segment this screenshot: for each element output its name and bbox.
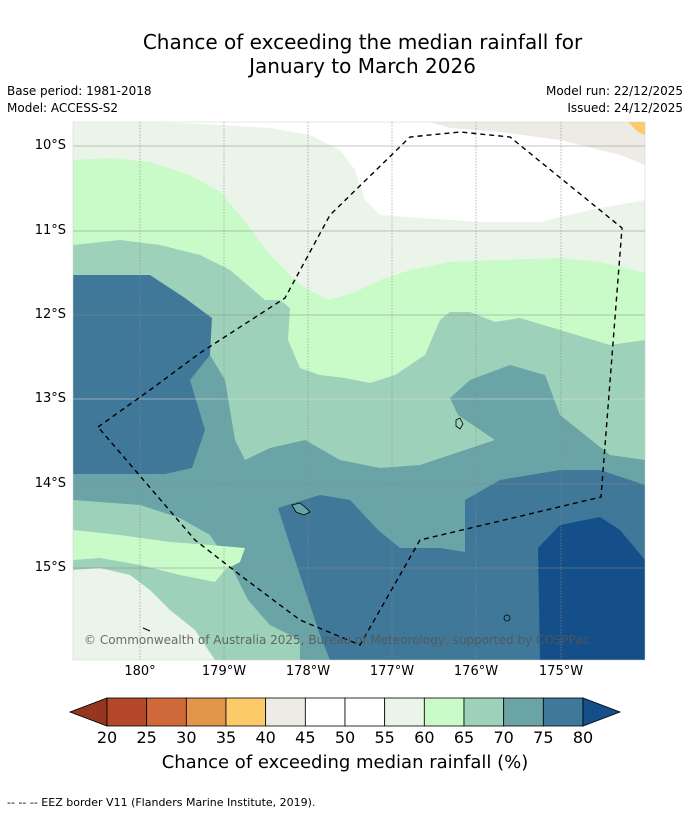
colorbar-segment — [423, 697, 465, 727]
island-tiny — [142, 627, 151, 632]
eez-border — [96, 131, 623, 646]
colorbar-tick-label: 30 — [176, 728, 197, 747]
colorbar-tick-label: 75 — [533, 728, 554, 747]
lat-label-13s: 13°S — [34, 391, 66, 406]
meta-left: Base period: 1981-2018 Model: ACCESS-S2 — [7, 83, 152, 117]
map-title: Chance of exceeding the median rainfall … — [0, 30, 690, 78]
colorbar-tick-label: 45 — [295, 728, 316, 747]
lat-label-14s: 14°S — [34, 476, 66, 491]
colorbar-segment — [384, 697, 425, 727]
band-75-80-west — [73, 275, 212, 474]
lat-label-12s: 12°S — [34, 307, 66, 322]
lon-label-177w: 177°W — [369, 664, 415, 679]
lat-label-11s: 11°S — [34, 223, 66, 238]
colorbar-segment — [463, 697, 505, 727]
island-small — [503, 614, 511, 622]
colorbar-over-triangle — [582, 697, 622, 727]
lon-label-176w: 176°W — [453, 664, 499, 679]
colorbar-segment — [106, 697, 148, 727]
colorbar-tick-label: 40 — [255, 728, 276, 747]
colorbar-tick-label: 55 — [374, 728, 395, 747]
meta-right: Model run: 22/12/2025 Issued: 24/12/2025 — [546, 83, 683, 117]
model-name: Model: ACCESS-S2 — [7, 101, 119, 115]
lat-label-10s: 10°S — [34, 138, 66, 153]
colorbar-segment — [265, 697, 306, 727]
colorbar-tick-label: 70 — [493, 728, 514, 747]
lon-label-178w: 178°W — [285, 664, 331, 679]
lat-label-15s: 15°S — [34, 560, 66, 575]
lon-label-175w: 175°W — [538, 664, 584, 679]
title-line-1: Chance of exceeding the median rainfall … — [142, 30, 583, 54]
colorbar-segment — [225, 697, 267, 727]
colorbar-title: Chance of exceeding median rainfall (%) — [161, 752, 529, 773]
map-frame — [72, 121, 646, 661]
issued-date: Issued: 24/12/2025 — [567, 101, 683, 115]
colorbar-tick-label: 25 — [136, 728, 157, 747]
colorbar-segments — [106, 697, 584, 727]
colorbar-tick-label: 65 — [453, 728, 475, 747]
copyright-notice: © Commonwealth of Australia 2025, Bureau… — [84, 633, 590, 647]
island-wallis-futuna-east — [455, 417, 464, 430]
band-35-40 — [628, 122, 645, 135]
colorbar-tick-label: 80 — [572, 728, 594, 747]
band-40-45 — [430, 122, 645, 165]
colorbar-tick-label: 20 — [96, 728, 118, 747]
colorbar-segment — [344, 697, 386, 727]
lon-label-180: 180° — [124, 664, 156, 679]
colorbar-tick-label: 35 — [215, 728, 237, 747]
probability-contours — [73, 122, 645, 660]
eez-legend-note: -- -- -- EEZ border V11 (Flanders Marine… — [7, 796, 316, 809]
band-over-80-east — [538, 517, 645, 660]
band-55-60-south — [73, 568, 215, 660]
lon-label-179w: 179°W — [201, 664, 247, 679]
band-50-55 — [73, 122, 645, 222]
island-wallis-futuna-west — [291, 502, 311, 516]
model-run: Model run: 22/12/2025 — [545, 84, 683, 98]
band-60-65-south — [73, 530, 245, 582]
colorbar-under-triangle — [68, 697, 108, 727]
colorbar-segment — [542, 697, 584, 727]
gridlines — [73, 122, 645, 660]
colorbar-segment — [146, 697, 187, 727]
colorbar-segment — [185, 697, 227, 727]
colorbar-segment — [304, 697, 346, 727]
title-line-2: January to March 2026 — [249, 54, 476, 78]
colorbar-tick-label: 50 — [334, 728, 356, 747]
colorbar-tick-label: 60 — [414, 728, 435, 747]
base-period: Base period: 1981-2018 — [7, 84, 152, 98]
colorbar-segment — [503, 697, 544, 727]
colorbar — [68, 697, 622, 727]
